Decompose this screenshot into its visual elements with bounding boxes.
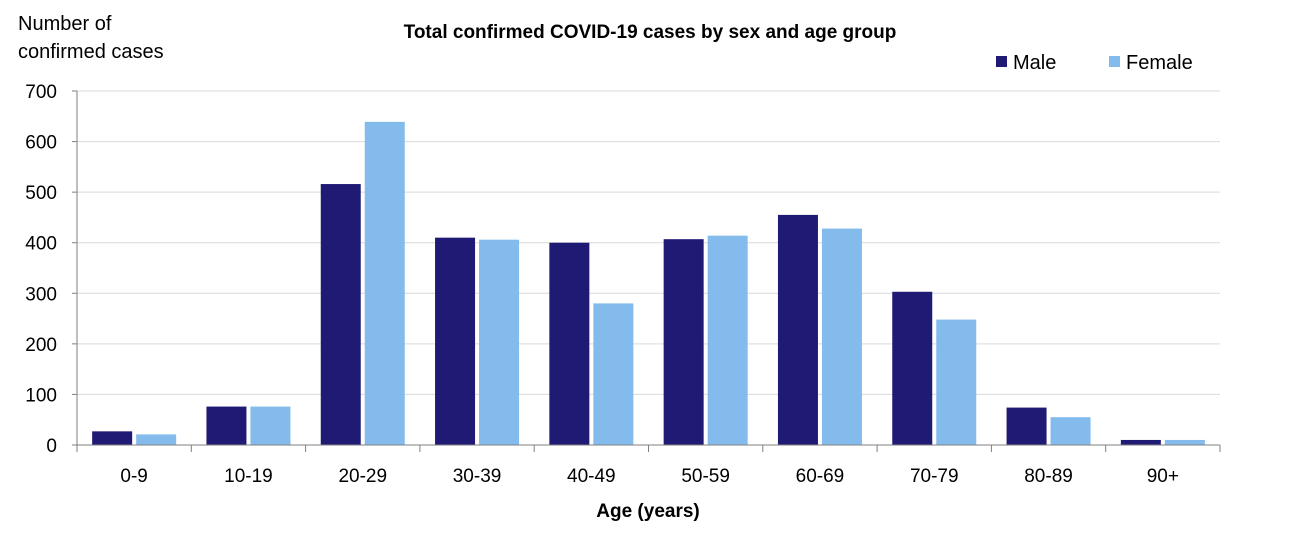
x-tick-label: 0-9 [120,466,147,487]
bar-female-70-79 [936,319,977,445]
legend-swatch-male [996,56,1007,67]
bar-male-70-79 [892,291,933,445]
y-axis-label-line-2: confirmed cases [18,41,164,63]
y-tick-label: 600 [25,133,57,154]
y-tick-label: 400 [25,234,57,255]
y-tick-label: 0 [46,436,57,457]
bar-male-80-89 [1006,407,1047,445]
bar-male-30-39 [435,237,476,445]
bar-male-10-19 [206,406,247,445]
bar-female-10-19 [250,406,291,445]
y-tick-label: 300 [25,284,57,305]
bar-female-60-69 [821,228,862,445]
x-tick-label: 90+ [1147,466,1179,487]
bar-male-40-49 [549,242,590,445]
x-tick-label: 60-69 [796,466,845,487]
axes: 0 100 200 300 400 500 600 700 0-9 10-19 20-29 30-39… [25,82,1221,487]
x-tick-label: 30-39 [453,466,502,487]
x-tick-label: 40-49 [567,466,616,487]
x-tick-label: 10-19 [224,466,273,487]
y-axis-label-line-1: Number of [18,13,112,35]
bars [92,121,1205,445]
y-tick-label: 500 [25,183,57,204]
legend-label-male: Male [1013,52,1056,74]
x-tick-label: 50-59 [681,466,730,487]
chart-title: Total confirmed COVID-19 cases by sex an… [404,22,897,43]
x-tick-label: 70-79 [910,466,959,487]
bar-female-50-59 [707,235,748,445]
bar-male-50-59 [663,239,704,445]
x-tick-label: 80-89 [1024,466,1073,487]
bar-female-20-29 [364,121,405,445]
bar-male-0-9 [92,431,133,445]
bar-male-60-69 [777,214,818,445]
gridlines [77,90,1220,395]
legend: Male Female [996,52,1193,74]
y-tick-label: 100 [25,385,57,406]
x-tick-label: 20-29 [338,466,387,487]
bar-female-90+ [1164,439,1205,445]
y-tick-label: 200 [25,335,57,356]
legend-swatch-female [1109,56,1120,67]
bar-female-40-49 [593,303,634,445]
x-axis-label: Age (years) [596,501,700,522]
bar-female-80-89 [1050,417,1091,445]
legend-label-female: Female [1126,52,1193,74]
y-tick-label: 700 [25,82,57,103]
bar-female-30-39 [479,239,520,445]
bar-female-0-9 [136,434,177,445]
bar-male-90+ [1120,439,1161,445]
bar-male-20-29 [320,184,361,445]
